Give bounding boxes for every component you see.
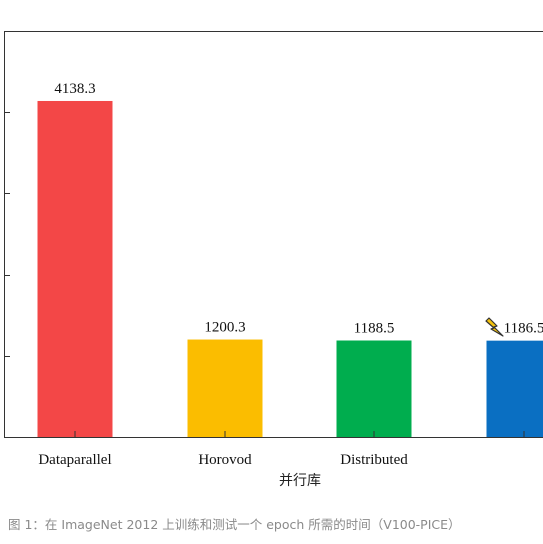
value-labels-group: 4138.3 1200.3 1188.5 1186.5 <box>54 81 543 337</box>
bar-distributed <box>336 340 412 437</box>
bar-horovod <box>187 339 263 437</box>
figure-caption: 图 1：在 ImageNet 2012 上训练和测试一个 epoch 所需的时间… <box>8 517 461 532</box>
value-label: 1200.3 <box>204 320 245 336</box>
y-axis-ticks <box>4 112 10 357</box>
x-axis-title: 并行库 <box>279 473 321 489</box>
x-tick-label: Dataparallel <box>38 452 111 468</box>
bar-chart: 4138.3 1200.3 1188.5 1186.5 Dataparallel Hor… <box>4 31 543 489</box>
plot-frame <box>4 31 543 438</box>
bar-series-4 <box>486 340 543 437</box>
x-axis-ticks: Dataparallel Horovod Distributed <box>38 431 525 468</box>
value-label: 4138.3 <box>54 81 95 97</box>
x-tick-label: Distributed <box>340 452 408 468</box>
bars-group <box>37 100 543 438</box>
value-label: 1186.5 <box>504 321 543 337</box>
value-label: 1188.5 <box>354 320 395 336</box>
bar-dataparallel <box>37 100 113 438</box>
lightning-bolt-icon <box>485 317 504 337</box>
x-tick-label: Horovod <box>198 452 252 468</box>
